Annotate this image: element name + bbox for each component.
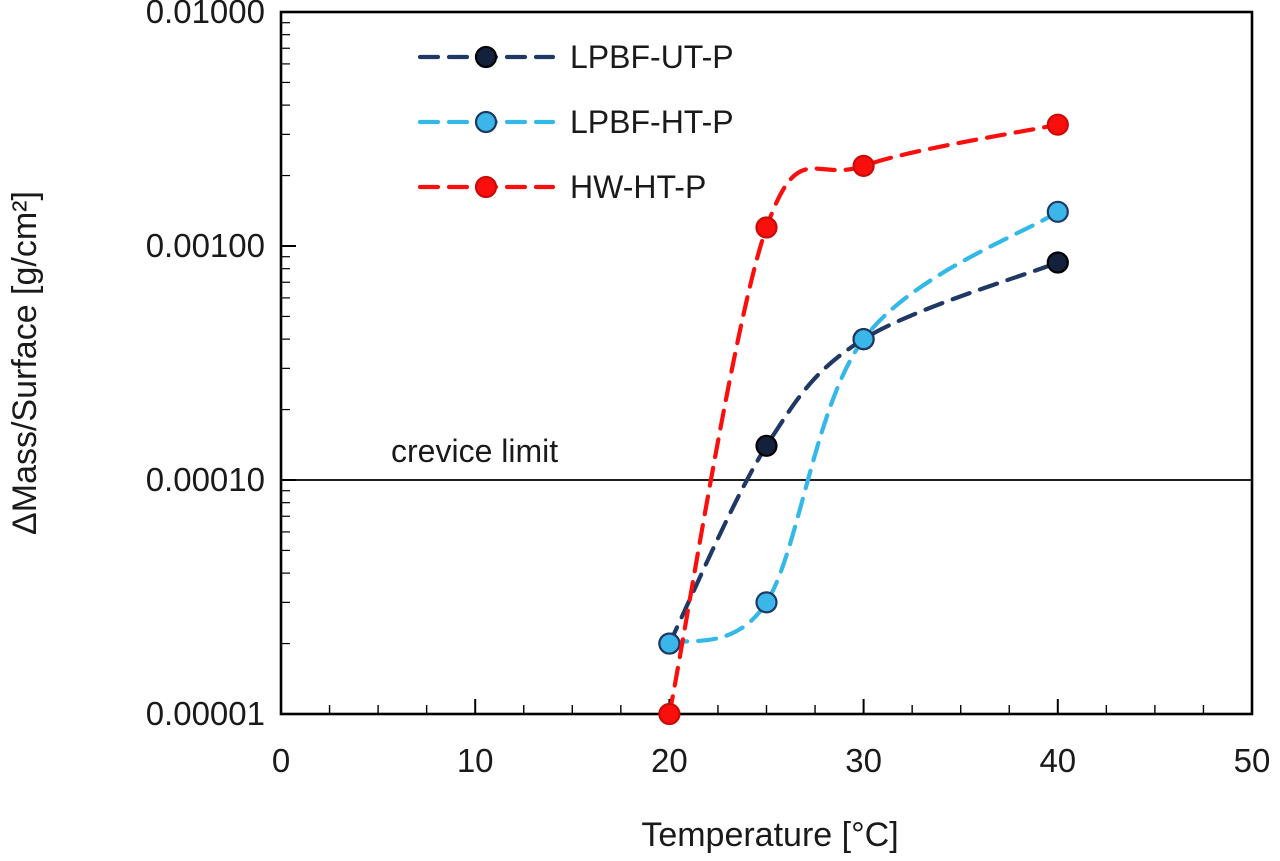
series-marker-lpbf-ht-p (852, 328, 875, 351)
legend-label-hw-ht-p: HW-HT-P (570, 169, 706, 205)
series-marker-hw-ht-p (852, 154, 875, 177)
y-tick-label: 0.00100 (146, 227, 265, 264)
y-tick-label: 0.01000 (146, 0, 265, 30)
y-tick-label: 0.00001 (146, 695, 265, 732)
x-tick-label: 20 (651, 742, 688, 779)
legend-marker-hw-ht-p (474, 175, 498, 199)
series-marker-hw-ht-p (658, 702, 681, 726)
series-marker-hw-ht-p (755, 216, 778, 239)
plot-layer: 0 10 20 30 40 50 0.01000 0.00100 0.00010 0.00001 c… (146, 0, 1271, 779)
series-marker-lpbf-ut-p (1046, 251, 1069, 274)
legend-marker-lpbf-ut-p (474, 45, 498, 69)
crevice-limit-label: crevice limit (391, 433, 558, 469)
series-line-lpbf-ut-p (667, 260, 1060, 646)
y-tick-label: 0.00010 (146, 461, 265, 498)
legend-label-lpbf-ht-p: LPBF-HT-P (570, 104, 734, 140)
series-marker-lpbf-ut-p (755, 434, 778, 457)
series-marker-lpbf-ht-p (1046, 200, 1069, 223)
series-line-hw-ht-p (667, 122, 1060, 717)
x-tick-label: 10 (457, 742, 494, 779)
legend-label-lpbf-ut-p: LPBF-UT-P (570, 39, 734, 75)
x-tick-label: 50 (1234, 742, 1271, 779)
series-line-lpbf-ht-p (667, 209, 1060, 646)
y-axis-title: ΔMass/Surface [g/cm²] (6, 191, 44, 535)
series-marker-lpbf-ht-p (658, 632, 681, 655)
series-marker-lpbf-ht-p (755, 591, 778, 614)
x-tick-label: 40 (1039, 742, 1076, 779)
legend-marker-lpbf-ht-p (474, 110, 498, 134)
x-tick-label: 30 (845, 742, 882, 779)
x-axis-title: Temperature [°C] (641, 816, 898, 854)
series-marker-hw-ht-p (1046, 113, 1069, 136)
x-tick-label: 0 (272, 742, 290, 779)
